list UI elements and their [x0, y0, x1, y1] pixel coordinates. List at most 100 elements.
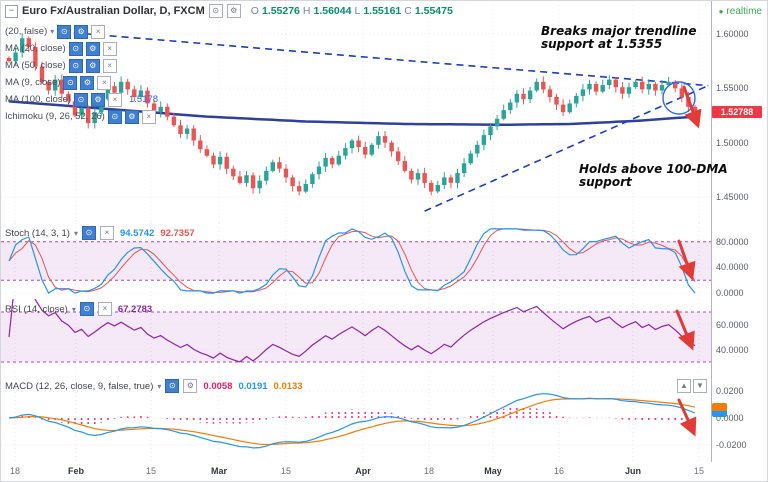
price-axis[interactable]: 1.60000 1.55000 1.50000 1.45000 80.0000 40.00…	[711, 1, 767, 462]
price-chart[interactable]	[1, 1, 711, 222]
settings-icon[interactable]: ⚙	[226, 4, 241, 18]
close-icon[interactable]: ×	[97, 302, 112, 316]
time-axis-label: 15	[145, 466, 157, 476]
macd-panel[interactable]	[1, 376, 767, 463]
macd-line-tag	[712, 408, 727, 417]
time-axis-label: 18	[423, 466, 435, 476]
pane-down-button[interactable]: ▼	[693, 379, 707, 393]
visibility-icon[interactable]: ⊙	[57, 24, 72, 39]
time-axis-label: May	[484, 466, 502, 476]
open-value: 1.55276	[261, 5, 300, 17]
low-value: 1.55161	[363, 5, 402, 17]
indicator-label[interactable]: MA (100, close)	[5, 94, 71, 105]
rsi-title[interactable]: RSI (14, close)	[5, 303, 68, 315]
rsi-value: 67.2783	[117, 303, 153, 315]
stoch-title[interactable]: Stoch (14, 3, 1)	[5, 227, 70, 239]
time-axis-label: Mar	[210, 466, 228, 476]
visibility-icon[interactable]: ⊙	[208, 4, 223, 18]
legend-row-4[interactable]: MA (100, close) ⊙ ⚙ × 1.5178	[5, 91, 158, 108]
settings-icon[interactable]: ⚙	[85, 41, 100, 56]
time-axis[interactable]: 18 Feb 15 Mar 15 Apr 18 May 16 Jun 15	[1, 462, 767, 481]
annotation-trendline-break: Breaks major trendline support at 1.5355	[541, 24, 697, 51]
visibility-icon[interactable]: ⊙	[107, 109, 122, 124]
indicator-label[interactable]: (20, false)	[5, 26, 48, 37]
close-label: C	[404, 5, 412, 17]
macd-chart[interactable]	[1, 376, 711, 461]
legend-row-2[interactable]: MA (50, close) ⊙ ⚙ ×	[5, 57, 158, 74]
settings-icon[interactable]: ⚙	[124, 109, 139, 124]
open-label: O	[250, 5, 259, 17]
axis-label: 1.55000	[716, 83, 749, 94]
visibility-icon[interactable]: ⊙	[68, 41, 83, 56]
rsi-chart[interactable]	[1, 299, 711, 375]
chevron-down-icon[interactable]: ▾	[157, 381, 162, 391]
legend-row-1[interactable]: MA (20, close) ⊙ ⚙ ×	[5, 40, 158, 57]
high-value: 1.56044	[313, 5, 352, 17]
annotation-dma-support: Holds above 100-DMA support	[579, 162, 728, 189]
macd-title[interactable]: MACD (12, 26, close, 9, false, true)	[5, 380, 154, 392]
axis-label: 40.0000	[716, 344, 749, 355]
macd-signal-tag	[712, 403, 727, 412]
realtime-status: ● realtime	[719, 6, 762, 17]
stoch-chart[interactable]	[1, 223, 711, 298]
rsi-panel[interactable]	[1, 299, 767, 377]
close-icon[interactable]: ×	[102, 58, 117, 73]
indicator-label[interactable]: MA (50, close)	[5, 60, 66, 71]
time-axis-label: Apr	[355, 466, 371, 476]
axis-label: 0.0000	[716, 413, 744, 423]
macd-header: MACD (12, 26, close, 9, false, true) ▾ ⊙…	[5, 379, 303, 393]
stoch-k-value: 94.5742	[119, 227, 155, 239]
symbol-title[interactable]: Euro Fx/Australian Dollar, D, FXCM	[22, 5, 205, 17]
close-icon[interactable]: ×	[108, 92, 122, 107]
axis-label: 1.50000	[716, 137, 749, 148]
close-icon[interactable]: ×	[141, 109, 156, 124]
indicator-label[interactable]: MA (20, close)	[5, 43, 66, 54]
macd-line-value: 0.0191	[238, 380, 268, 392]
axis-label: 80.0000	[716, 236, 749, 247]
rsi-header: RSI (14, close) ▾ ⊙ × 67.2783	[5, 302, 152, 316]
indicator-label[interactable]: MA (9, close)	[5, 77, 61, 88]
last-price-tag: 1.52788	[712, 106, 762, 119]
pane-up-button[interactable]: ▲	[677, 379, 691, 393]
visibility-icon[interactable]: ⊙	[165, 379, 180, 393]
high-label: H	[302, 5, 311, 17]
chevron-down-icon[interactable]: ▾	[71, 304, 76, 314]
indicator-label[interactable]: Ichimoku (9, 26, 52, 26)	[5, 111, 105, 122]
axis-label: 60.0000	[716, 319, 749, 330]
close-icon[interactable]: ×	[102, 41, 117, 56]
close-icon[interactable]: ×	[99, 226, 114, 240]
macd-signal-value: 0.0133	[273, 380, 303, 392]
stoch-panel[interactable]	[1, 223, 767, 300]
visibility-icon[interactable]: ⊙	[63, 75, 78, 90]
settings-icon[interactable]: ⚙	[85, 58, 100, 73]
time-axis-label: 18	[9, 466, 21, 476]
visibility-icon[interactable]: ⊙	[68, 58, 83, 73]
macd-hist-value: 0.0058	[203, 380, 233, 392]
axis-label: 1.45000	[716, 192, 749, 202]
time-axis-label: 15	[693, 466, 705, 476]
axis-label: 0.0200	[716, 386, 744, 397]
close-icon[interactable]: ×	[97, 75, 112, 90]
settings-icon[interactable]: ⚙	[183, 379, 198, 393]
settings-icon[interactable]: ⚙	[80, 75, 95, 90]
stoch-d-value: 92.7357	[160, 227, 195, 239]
settings-icon[interactable]: ⚙	[91, 92, 105, 107]
collapse-icon[interactable]: −	[5, 4, 18, 18]
visibility-icon[interactable]: ⊙	[79, 302, 94, 316]
legend-row-3[interactable]: MA (9, close) ⊙ ⚙ ×	[5, 74, 158, 91]
time-axis-label: 16	[553, 466, 565, 476]
indicator-value: 1.5178	[129, 94, 159, 105]
pane-buttons: ▲ ▼	[677, 379, 707, 393]
visibility-icon[interactable]: ⊙	[81, 226, 96, 240]
stoch-header: Stoch (14, 3, 1) ▾ ⊙ × 94.5742 92.7357	[5, 226, 195, 240]
chevron-down-icon[interactable]: ▾	[50, 27, 55, 36]
close-icon[interactable]: ×	[91, 24, 106, 39]
legend-row-5[interactable]: Ichimoku (9, 26, 52, 26) ⊙ ⚙ ×	[5, 108, 158, 125]
settings-icon[interactable]: ⚙	[74, 24, 89, 39]
legend-row-0[interactable]: (20, false) ▾ ⊙ ⚙ ×	[5, 23, 158, 40]
visibility-icon[interactable]: ⊙	[74, 92, 88, 107]
realtime-label: realtime	[726, 6, 762, 17]
legend: (20, false) ▾ ⊙ ⚙ × MA (20, close) ⊙ ⚙ × MA (50, …	[5, 23, 158, 125]
chevron-down-icon[interactable]: ▾	[73, 228, 78, 238]
